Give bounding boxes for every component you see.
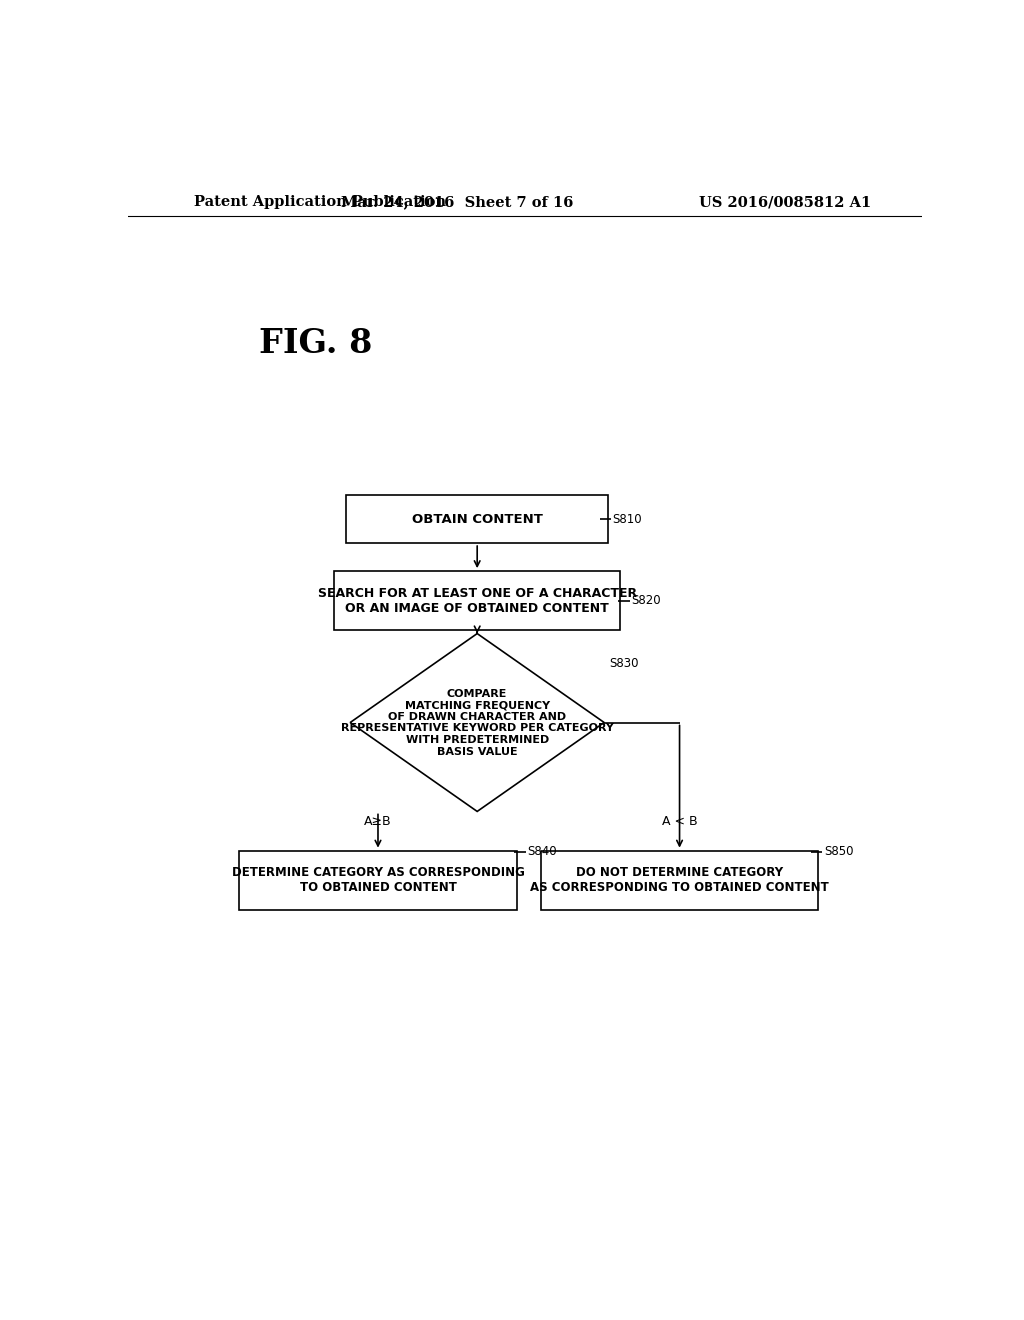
- Polygon shape: [350, 634, 604, 812]
- Text: COMPARE
MATCHING FREQUENCY
OF DRAWN CHARACTER AND
REPRESENTATIVE KEYWORD PER CAT: COMPARE MATCHING FREQUENCY OF DRAWN CHAR…: [341, 689, 613, 756]
- Text: DO NOT DETERMINE CATEGORY
AS CORRESPONDING TO OBTAINED CONTENT: DO NOT DETERMINE CATEGORY AS CORRESPONDI…: [530, 866, 828, 894]
- FancyBboxPatch shape: [541, 850, 818, 909]
- Text: Mar. 24, 2016  Sheet 7 of 16: Mar. 24, 2016 Sheet 7 of 16: [341, 195, 573, 209]
- FancyBboxPatch shape: [240, 850, 517, 909]
- Text: US 2016/0085812 A1: US 2016/0085812 A1: [699, 195, 871, 209]
- Text: S820: S820: [631, 594, 660, 607]
- Text: S830: S830: [609, 657, 639, 671]
- FancyBboxPatch shape: [346, 495, 608, 543]
- Text: OBTAIN CONTENT: OBTAIN CONTENT: [412, 512, 543, 525]
- Text: S850: S850: [824, 845, 853, 858]
- FancyBboxPatch shape: [334, 572, 620, 630]
- Text: S810: S810: [612, 512, 642, 525]
- Text: SEARCH FOR AT LEAST ONE OF A CHARACTER
OR AN IMAGE OF OBTAINED CONTENT: SEARCH FOR AT LEAST ONE OF A CHARACTER O…: [317, 586, 637, 615]
- Text: DETERMINE CATEGORY AS CORRESPONDING
TO OBTAINED CONTENT: DETERMINE CATEGORY AS CORRESPONDING TO O…: [231, 866, 524, 894]
- Text: Patent Application Publication: Patent Application Publication: [194, 195, 445, 209]
- Text: A < B: A < B: [662, 814, 697, 828]
- Text: FIG. 8: FIG. 8: [259, 327, 373, 360]
- Text: S840: S840: [527, 845, 557, 858]
- Text: A≥B: A≥B: [365, 814, 392, 828]
